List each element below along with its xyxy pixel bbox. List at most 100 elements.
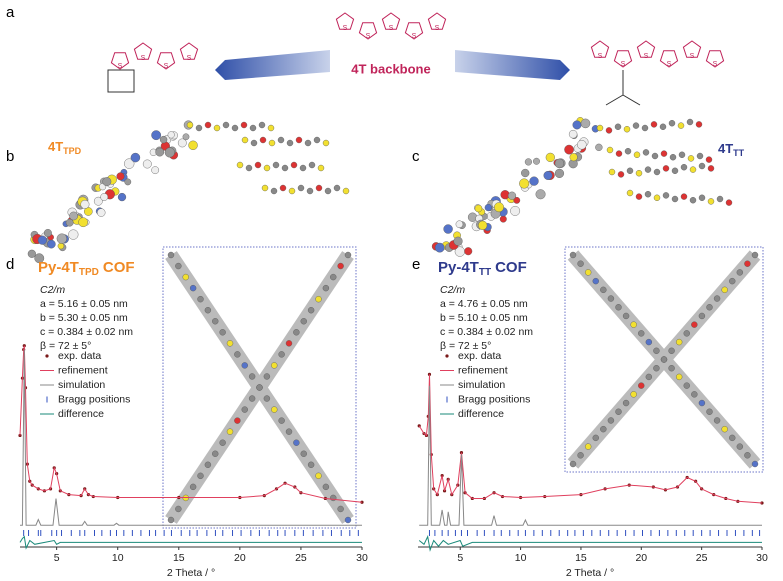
sulfur: S [713, 61, 718, 68]
atom [130, 152, 141, 163]
series-line [419, 385, 762, 526]
lattice-parameter: a = 4.76 ± 0.05 nm [440, 298, 528, 310]
unit-cell [162, 246, 357, 529]
atom [660, 356, 668, 363]
atom [671, 167, 679, 175]
lattice-parameter: β = 72 ± 5° [40, 340, 91, 352]
atom [680, 193, 688, 200]
sulfur: S [621, 61, 626, 68]
atom [577, 260, 584, 267]
legend-label: Bragg positions [58, 393, 130, 405]
atom [622, 312, 630, 320]
atom [263, 164, 271, 172]
atom [142, 159, 152, 169]
atom [662, 192, 670, 199]
legend-label: Bragg positions [458, 393, 530, 405]
x-tick-label: 10 [515, 552, 527, 564]
atom [706, 408, 713, 415]
atom [337, 505, 344, 513]
atom [524, 158, 532, 166]
sulfur: S [141, 55, 146, 62]
atom [651, 152, 659, 160]
atom [706, 304, 713, 311]
atom [638, 330, 645, 337]
atom [705, 156, 713, 163]
x-axis-label: 2 Theta / ° [167, 567, 215, 579]
sulfur: S [187, 55, 192, 62]
atom [434, 242, 445, 253]
panel-label: b [6, 148, 14, 165]
atom [304, 139, 312, 147]
atom [236, 161, 244, 169]
series-line [19, 535, 362, 550]
atom [259, 136, 267, 144]
atom [668, 347, 675, 354]
thiophene [381, 12, 401, 30]
panel-label: e [412, 256, 420, 273]
atom [622, 399, 630, 407]
thiophene [636, 40, 656, 58]
lattice-parameter: c = 0.384 ± 0.02 nm [440, 326, 533, 338]
atom [226, 340, 234, 347]
atom [295, 136, 303, 144]
x-tick-label: 5 [54, 552, 60, 564]
atom [300, 318, 307, 325]
chart: Py-4TTPD COF C2/m a = 5.16 ± 0.05 nm b = 5.3… [18, 259, 368, 579]
subscript: TPD [63, 146, 82, 156]
atom [595, 143, 603, 152]
x-tick-label: 10 [112, 552, 124, 564]
atom [568, 129, 578, 139]
legend-label: difference [58, 408, 104, 420]
series-line [20, 349, 362, 526]
atom [167, 251, 175, 259]
atom [614, 123, 622, 131]
atom [204, 121, 212, 129]
atom [182, 273, 189, 281]
atom [632, 122, 640, 129]
atom [43, 229, 52, 237]
atom [744, 452, 751, 459]
atom [580, 118, 591, 129]
atom [267, 124, 275, 132]
atom [623, 125, 631, 133]
atom [584, 269, 592, 276]
atom [344, 516, 352, 524]
atom [635, 169, 643, 177]
atom [713, 295, 721, 302]
atom [626, 167, 634, 175]
sulfur: S [435, 25, 440, 32]
title-suffix: COF [495, 259, 527, 276]
atom [97, 208, 106, 217]
atom [297, 184, 305, 192]
space-group: C2/m [440, 284, 465, 296]
atom [653, 168, 661, 176]
atom [248, 395, 256, 402]
atom [222, 121, 230, 129]
atom [644, 190, 652, 198]
refinement-line [19, 345, 363, 503]
atom [344, 251, 352, 259]
sulfur: S [389, 25, 394, 32]
legend-label: difference [458, 408, 504, 420]
atom [69, 211, 78, 221]
legend-key [445, 354, 449, 358]
atom [175, 262, 182, 270]
atom [177, 138, 187, 148]
atom [642, 149, 650, 156]
lattice-parameter: b = 5.30 ± 0.05 nm [40, 312, 128, 324]
atom [630, 321, 637, 328]
lattice-parameter: c = 0.384 ± 0.02 nm [40, 326, 133, 338]
atom [195, 124, 203, 132]
atom [322, 284, 330, 292]
molecule-label: 4TTT [718, 141, 745, 158]
atom [624, 147, 632, 155]
atom [653, 365, 660, 372]
atom [645, 373, 653, 381]
atom [554, 168, 565, 178]
atom [271, 406, 278, 413]
atom [240, 121, 248, 129]
atom [293, 329, 300, 336]
sulfur: S [412, 33, 417, 40]
sulfur: S [667, 61, 672, 68]
atom [322, 139, 330, 147]
